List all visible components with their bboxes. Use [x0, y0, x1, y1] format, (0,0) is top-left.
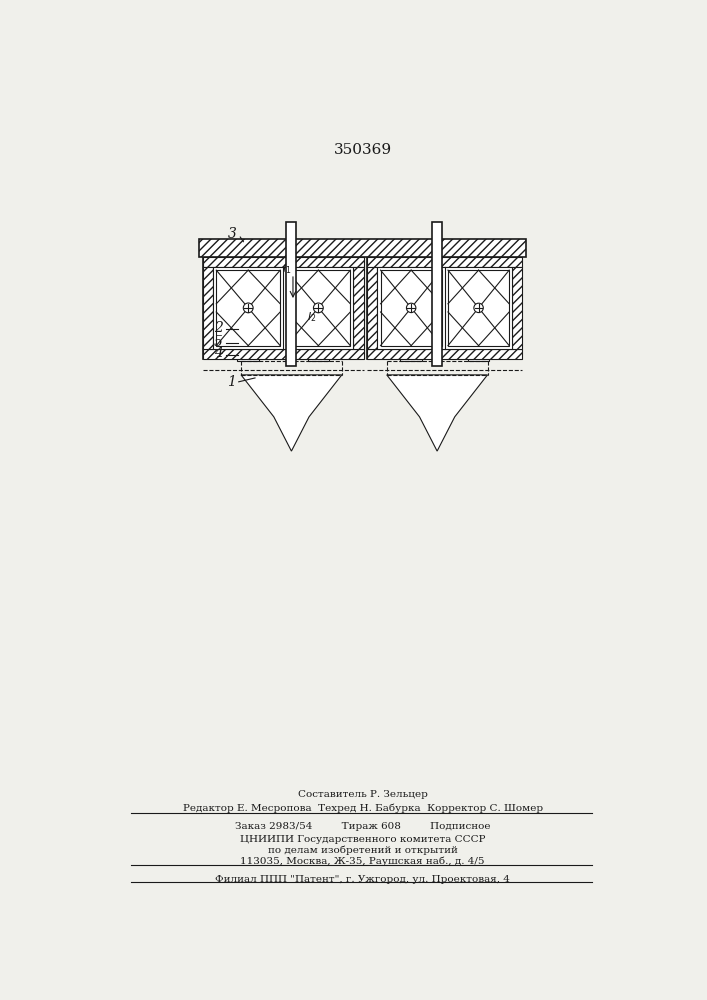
Text: 2: 2 — [214, 321, 223, 335]
Polygon shape — [241, 375, 341, 451]
Text: 350369: 350369 — [334, 143, 392, 157]
Text: 5: 5 — [214, 335, 223, 349]
Text: Филиал ППП "Патент", г. Ужгород, ул. Проектовая, 4: Филиал ППП "Патент", г. Ужгород, ул. Про… — [216, 875, 510, 884]
Circle shape — [407, 303, 416, 313]
Text: 3: 3 — [228, 227, 237, 241]
Bar — [368, 257, 522, 267]
Bar — [308, 359, 329, 361]
Text: $I_2$: $I_2$ — [307, 310, 316, 324]
Circle shape — [243, 303, 253, 313]
Circle shape — [313, 303, 323, 313]
Bar — [238, 359, 259, 361]
Text: ЦНИИПИ Государственного комитета СССР: ЦНИИПИ Государственного комитета СССР — [240, 835, 486, 844]
Circle shape — [474, 303, 484, 313]
Text: 1: 1 — [228, 375, 236, 389]
Bar — [213, 267, 354, 349]
Bar — [368, 349, 522, 359]
Bar — [203, 257, 363, 359]
Bar — [286, 222, 296, 366]
Bar — [354, 267, 363, 349]
Polygon shape — [387, 375, 488, 451]
Bar — [199, 239, 526, 257]
Bar — [432, 238, 442, 259]
Bar — [380, 270, 442, 346]
Bar — [400, 359, 422, 361]
Bar — [468, 359, 489, 361]
Bar — [203, 257, 363, 267]
Text: Редактор Е. Месропова  Техред Н. Бабурка  Корректор С. Шомер: Редактор Е. Месропова Техред Н. Бабурка … — [182, 804, 543, 813]
Bar — [216, 270, 280, 346]
Bar — [286, 270, 351, 346]
Bar — [513, 267, 522, 349]
Text: по делам изобретений и открытий: по делам изобретений и открытий — [268, 845, 457, 855]
Bar — [286, 238, 296, 259]
Bar — [432, 222, 442, 366]
Text: 4: 4 — [214, 346, 223, 360]
Text: Заказ 2983/54         Тираж 608         Подписное: Заказ 2983/54 Тираж 608 Подписное — [235, 822, 491, 831]
Bar — [378, 267, 513, 349]
Bar — [203, 349, 363, 359]
Bar — [368, 257, 522, 359]
Bar — [448, 270, 509, 346]
Text: 113035, Москва, Ж-35, Раушская наб., д. 4/5: 113035, Москва, Ж-35, Раушская наб., д. … — [240, 856, 485, 866]
Text: Составитель Р. Зельцер: Составитель Р. Зельцер — [298, 790, 428, 799]
Bar — [203, 267, 213, 349]
Text: $I_1$: $I_1$ — [282, 262, 292, 276]
Bar — [368, 267, 378, 349]
